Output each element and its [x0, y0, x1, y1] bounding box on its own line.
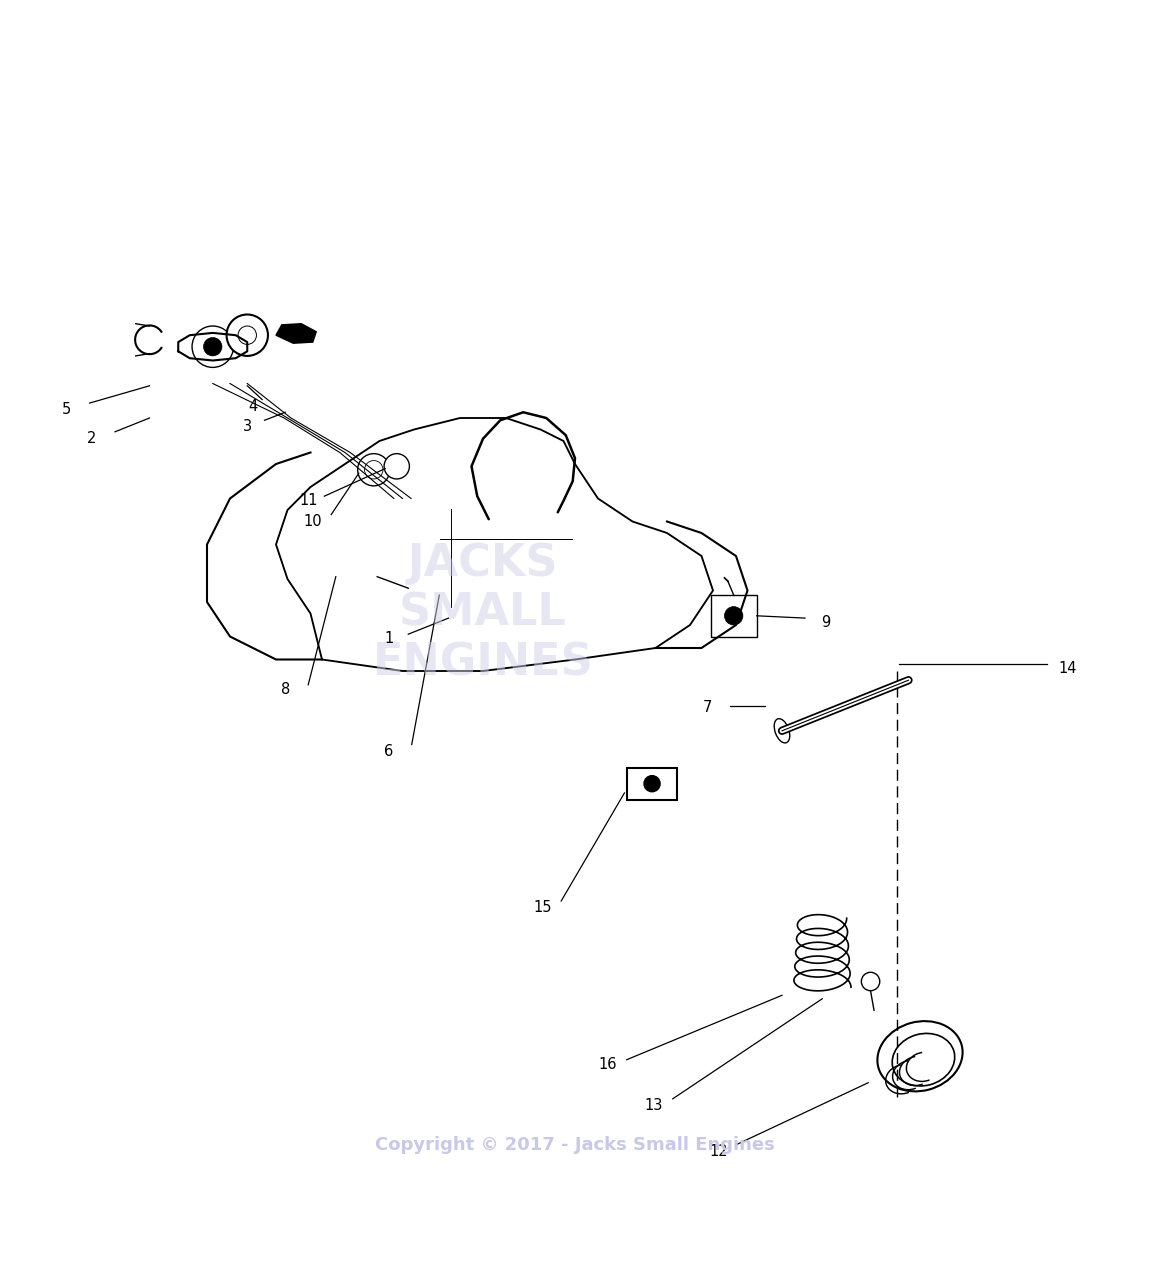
Text: 8: 8 [281, 682, 290, 696]
Circle shape [358, 453, 390, 486]
Text: 13: 13 [644, 1099, 662, 1113]
Circle shape [340, 570, 354, 583]
Bar [494, 607, 518, 628]
Circle shape [365, 461, 383, 479]
Text: 14: 14 [1058, 661, 1076, 676]
Text: 4: 4 [248, 398, 258, 414]
Circle shape [384, 453, 409, 479]
Circle shape [227, 314, 268, 356]
Circle shape [192, 326, 233, 368]
Text: 12: 12 [710, 1144, 728, 1160]
Text: 9: 9 [821, 615, 830, 630]
Ellipse shape [774, 719, 790, 743]
Bar [412, 547, 439, 570]
Text: 16: 16 [598, 1057, 616, 1072]
Text: 5: 5 [62, 402, 71, 418]
Text: 1: 1 [384, 631, 393, 647]
Text: 15: 15 [534, 900, 552, 915]
Text: 6: 6 [384, 743, 393, 759]
Bar [336, 565, 377, 588]
Polygon shape [276, 323, 316, 344]
Polygon shape [276, 418, 713, 671]
Circle shape [861, 973, 880, 990]
Circle shape [204, 337, 222, 356]
Text: Copyright © 2017 - Jacks Small Engines: Copyright © 2017 - Jacks Small Engines [375, 1136, 775, 1153]
Text: 11: 11 [299, 494, 317, 508]
Circle shape [644, 775, 660, 792]
Text: JACKS
SMALL
ENGINES: JACKS SMALL ENGINES [373, 542, 593, 685]
Text: 2: 2 [87, 432, 97, 447]
FancyBboxPatch shape [439, 509, 573, 607]
Text: 10: 10 [304, 514, 322, 530]
Bar [627, 768, 677, 799]
Text: 3: 3 [243, 419, 252, 434]
Bar [711, 594, 757, 636]
Text: 7: 7 [703, 700, 712, 715]
Circle shape [724, 607, 743, 625]
Circle shape [238, 326, 256, 345]
